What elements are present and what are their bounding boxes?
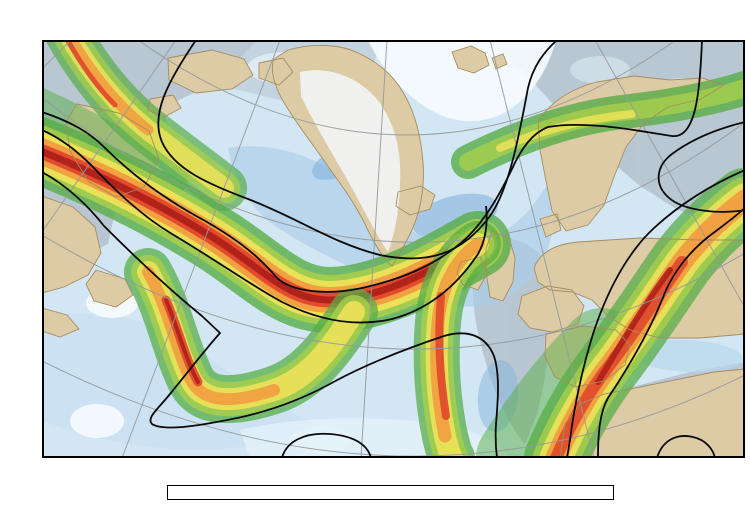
jet-bands (42, 40, 745, 458)
map-border (42, 40, 745, 458)
map-svg (42, 40, 745, 458)
contour-lines (42, 40, 745, 458)
greenland-icecap (300, 70, 401, 252)
map-canvas (42, 40, 745, 458)
colorbar-labels (167, 498, 627, 516)
colorbar (167, 485, 614, 500)
